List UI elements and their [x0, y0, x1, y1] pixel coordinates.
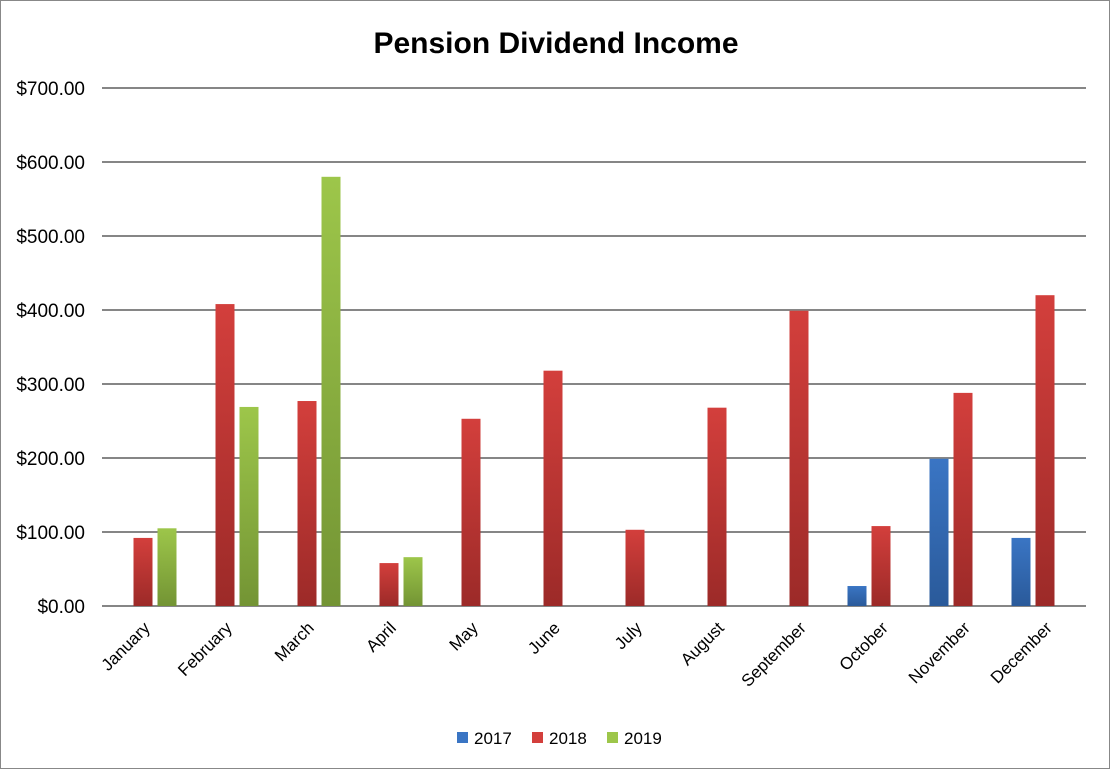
bar-2017-december — [1011, 537, 1031, 606]
bar-2018-july — [625, 529, 645, 606]
bar-2019-april — [403, 557, 423, 606]
bar-2018-february — [215, 304, 235, 606]
y-tick-label: $300.00 — [16, 375, 85, 396]
y-tick-label: $600.00 — [16, 153, 85, 174]
bar-2018-april — [379, 563, 399, 606]
bar-2018-june — [543, 370, 563, 606]
legend-swatch-2018 — [532, 732, 543, 743]
bar-2019-january — [157, 528, 177, 606]
x-tick-label: February — [174, 618, 236, 680]
bar-2018-january — [133, 537, 153, 606]
bar-2018-november — [953, 392, 973, 606]
x-tick-label: October — [836, 618, 892, 674]
bar-2018-march — [297, 401, 317, 606]
x-tick-label: August — [677, 618, 728, 669]
bar-2017-november — [929, 458, 949, 606]
bar-2017-october — [847, 586, 867, 606]
x-tick-label: April — [362, 618, 399, 655]
x-tick-label: November — [905, 618, 974, 687]
x-tick-label: July — [611, 618, 646, 653]
y-tick-label: $200.00 — [16, 449, 85, 470]
legend-label-2017: 2017 — [474, 729, 512, 748]
chart-title: Pension Dividend Income — [373, 27, 738, 60]
legend-label-2018: 2018 — [549, 729, 587, 748]
bar-2018-may — [461, 418, 481, 606]
x-tick-label: May — [446, 618, 482, 654]
legend-swatch-2017 — [457, 732, 468, 743]
x-tick-label: December — [987, 618, 1056, 687]
x-tick-label: March — [271, 618, 318, 665]
y-tick-label: $400.00 — [16, 301, 85, 322]
x-tick-label: June — [524, 618, 564, 658]
x-tick-label: January — [98, 618, 155, 675]
x-tick-label: September — [738, 618, 810, 690]
bar-2018-august — [707, 407, 727, 606]
bar-2018-december — [1035, 295, 1055, 606]
y-tick-label: $100.00 — [16, 523, 85, 544]
legend-label-2019: 2019 — [624, 729, 662, 748]
legend-swatch-2019 — [607, 732, 618, 743]
bar-2019-march — [321, 176, 341, 607]
y-tick-label: $700.00 — [16, 79, 85, 100]
y-tick-label: $500.00 — [16, 227, 85, 248]
bar-2019-february — [239, 406, 259, 606]
bar-2018-september — [789, 310, 809, 606]
bar-2018-october — [871, 526, 891, 606]
y-tick-label: $0.00 — [37, 597, 85, 618]
